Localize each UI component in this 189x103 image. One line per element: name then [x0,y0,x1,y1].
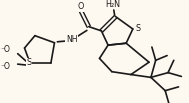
Text: NH: NH [66,35,77,44]
Text: S: S [26,58,32,67]
Text: O: O [77,2,83,11]
Text: ⁻O: ⁻O [0,45,10,54]
Text: S: S [136,24,141,33]
Text: H₂N: H₂N [105,0,120,9]
Text: ⁻O: ⁻O [0,61,10,71]
